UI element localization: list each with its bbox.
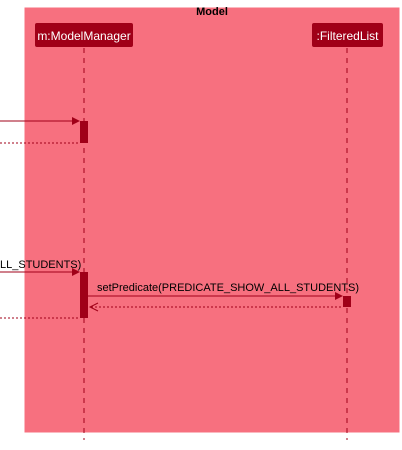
set-predicate-arrowhead [335,292,343,300]
frame-title: Model [196,6,228,18]
filtered-list-activation [343,296,351,307]
filtered-list-label: :FilteredList [316,29,379,43]
model-manager-label: m:ModelManager [37,29,130,43]
model-frame [24,7,400,433]
model-manager-participant [35,23,133,47]
incoming-call-arrowhead-2 [72,268,80,276]
filtered-list-participant [312,23,383,47]
set-predicate-return-arrowhead [88,302,99,312]
model-manager-activation-1 [80,121,88,143]
set-predicate-label: setPredicate(PREDICATE_SHOW_ALL_STUDENTS… [97,282,359,294]
incoming-call-label: LL_STUDENTS) [0,259,81,271]
model-manager-activation-2 [80,272,88,318]
incoming-call-arrowhead-1 [72,117,80,125]
